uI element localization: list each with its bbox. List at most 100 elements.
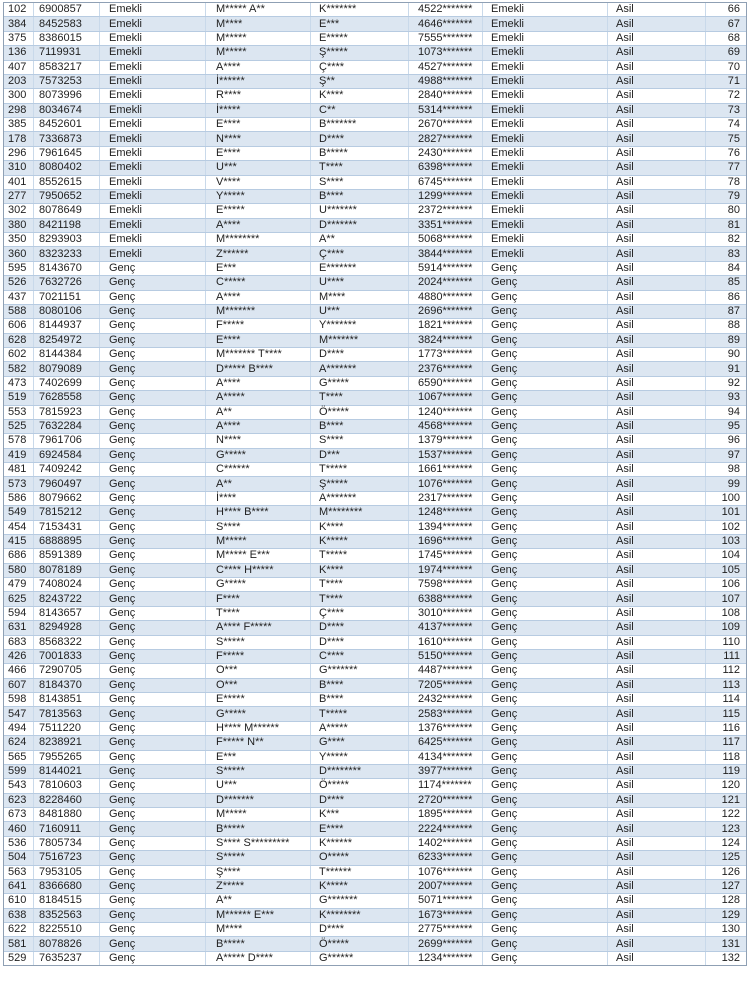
first-name-cell: E***** — [206, 693, 311, 707]
id-number-cell: 1394******* — [409, 520, 483, 534]
last-name-cell: C**** — [311, 649, 409, 664]
application-no-cell: 8294928 — [34, 621, 100, 635]
application-no-cell: 8225510 — [34, 923, 100, 937]
applicant-seq-cell: 686 — [4, 549, 34, 563]
id-number-cell: 2775******* — [409, 923, 483, 937]
id-number-cell: 2024******* — [409, 276, 483, 290]
category-cell: Genç — [100, 434, 206, 448]
id-number-cell: 6590******* — [409, 376, 483, 391]
category-cell: Emekli — [100, 189, 206, 204]
last-name-cell: S**** — [311, 434, 409, 448]
category-2-cell: Emekli — [483, 89, 608, 103]
application-no-cell: 8583217 — [34, 60, 100, 74]
application-no-cell: 8080402 — [34, 161, 100, 175]
application-no-cell: 7815923 — [34, 405, 100, 419]
table-row: 622 8225510 Genç M**** D**** 2775******* Genç A… — [4, 922, 746, 937]
result-cell: Asil — [608, 17, 706, 31]
category-cell: Emekli — [100, 17, 206, 31]
first-name-cell: G***** — [206, 707, 311, 721]
application-no-cell: 8144021 — [34, 764, 100, 779]
category-2-cell: Genç — [483, 578, 608, 592]
last-name-cell: K*** — [311, 808, 409, 822]
category-cell: Genç — [100, 506, 206, 520]
result-cell: Asil — [608, 836, 706, 851]
application-no-cell: 8352563 — [34, 908, 100, 922]
applicant-seq-cell: 598 — [4, 693, 34, 707]
applicant-seq-cell: 683 — [4, 635, 34, 649]
applicant-seq-cell: 563 — [4, 865, 34, 879]
row-number-cell: 119 — [722, 765, 740, 778]
category-cell: Genç — [100, 678, 206, 692]
row-number-cell: 106 — [721, 578, 740, 591]
category-2-cell: Genç — [483, 261, 608, 276]
row-number-cell: 100 — [721, 491, 740, 504]
application-no-cell: 8452583 — [34, 17, 100, 31]
applicant-seq-cell: 628 — [4, 333, 34, 347]
application-no-cell: 8078826 — [34, 937, 100, 951]
id-number-cell: 2430******* — [409, 146, 483, 161]
result-cell: Asil — [608, 736, 706, 750]
last-name-cell: T***** — [311, 707, 409, 721]
applicant-seq-cell: 622 — [4, 923, 34, 937]
id-number-cell: 2699******* — [409, 937, 483, 951]
result-cell: Asil — [608, 578, 706, 592]
id-number-cell: 4137******* — [409, 621, 483, 635]
first-name-cell: V**** — [206, 175, 311, 189]
result-cell: Asil — [608, 74, 706, 89]
category-2-cell: Genç — [483, 276, 608, 290]
category-cell: Emekli — [100, 89, 206, 103]
id-number-cell: 3844******* — [409, 247, 483, 261]
category-2-cell: Genç — [483, 678, 608, 692]
row-number-cell: 128 — [721, 894, 740, 907]
table-row: 586 8079662 Genç İ**** A******* 2317******* Ge… — [4, 490, 746, 506]
result-cell: Asil — [608, 534, 706, 549]
last-name-cell: B**** — [311, 693, 409, 707]
last-name-cell: Y***** — [311, 750, 409, 764]
table-row: 437 7021151 Genç A**** M**** 4880******* Genç A… — [4, 289, 746, 304]
application-no-cell: 7961706 — [34, 434, 100, 448]
category-2-cell: Emekli — [483, 17, 608, 31]
category-2-cell: Genç — [483, 290, 608, 304]
row-number-cell: 93 — [727, 391, 740, 404]
applicant-seq-cell: 607 — [4, 678, 34, 692]
category-cell: Emekli — [100, 233, 206, 247]
category-cell: Emekli — [100, 204, 206, 218]
result-cell: Asil — [608, 693, 706, 707]
first-name-cell: M***** E*** — [206, 549, 311, 563]
result-cell: Asil — [608, 233, 706, 247]
applicant-seq-cell: 599 — [4, 764, 34, 779]
first-name-cell: S***** — [206, 851, 311, 865]
first-name-cell: E**** — [206, 118, 311, 132]
category-cell: Genç — [100, 549, 206, 563]
application-no-cell: 6924584 — [34, 448, 100, 462]
category-2-cell: Genç — [483, 793, 608, 807]
id-number-cell: 4880******* — [409, 290, 483, 304]
applicant-seq-cell: 638 — [4, 908, 34, 922]
result-cell: Asil — [608, 908, 706, 922]
result-cell: Asil — [608, 635, 706, 649]
id-number-cell: 4646******* — [409, 17, 483, 31]
table-row: 581 8078826 Genç B***** Ö***** 2699******* Gen… — [4, 936, 746, 951]
first-name-cell: E***** — [206, 204, 311, 218]
application-no-cell: 7632284 — [34, 419, 100, 434]
table-row: 673 8481880 Genç M***** K*** 1895******* Genç A… — [4, 807, 746, 822]
table-row: 384 8452583 Emekli M**** E*** 4646******* Emek… — [4, 16, 746, 31]
result-cell: Asil — [608, 161, 706, 175]
id-number-cell: 1076******* — [409, 865, 483, 879]
row-number-cell: 120 — [721, 779, 740, 792]
table-row: 385 8452601 Emekli E**** B******* 2670*******… — [4, 117, 746, 132]
last-name-cell: D**** — [311, 132, 409, 146]
row-number-cell: 123 — [721, 822, 740, 835]
table-row: 375 8386015 Emekli M***** E***** 7555******* E… — [4, 30, 746, 46]
table-row: 494 7511220 Genç H**** M****** A***** 1376***… — [4, 720, 746, 736]
first-name-cell: A***** — [206, 391, 311, 405]
category-cell: Emekli — [100, 247, 206, 261]
application-no-cell: 8568322 — [34, 635, 100, 649]
table-row: 310 8080402 Emekli U*** T**** 6398******* Emek… — [4, 160, 746, 175]
category-2-cell: Genç — [483, 463, 608, 477]
last-name-cell: B***** — [311, 146, 409, 161]
application-no-cell: 7813563 — [34, 707, 100, 721]
table-row: 407 8583217 Emekli A**** Ç**** 4527******* Eme… — [4, 59, 746, 74]
application-no-cell: 8079662 — [34, 491, 100, 506]
row-number-cell: 103 — [721, 535, 740, 548]
